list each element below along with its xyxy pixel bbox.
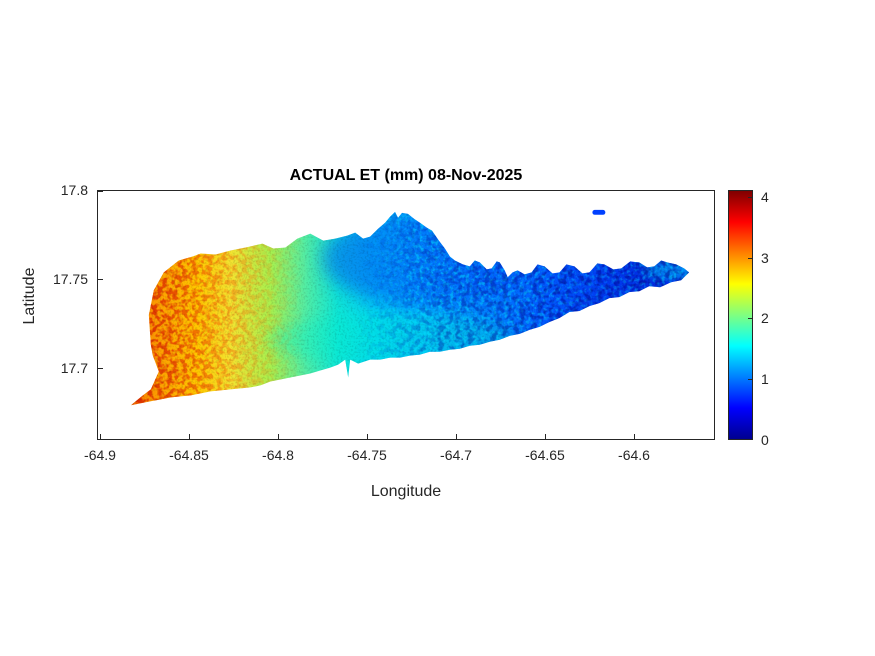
colorbar-tick-label: 1: [761, 371, 769, 387]
x-tick-label: -64.8: [262, 447, 294, 463]
colorbar-tick-label: 0: [761, 432, 769, 448]
x-tick-label: -64.6: [618, 447, 650, 463]
x-axis-label: Longitude: [370, 483, 442, 500]
y-tick-label: 17.7: [60, 360, 88, 376]
x-tick-mark: [189, 434, 190, 439]
plot-area: [97, 190, 715, 440]
y-tick-mark: [98, 191, 103, 192]
y-tick-mark: [98, 279, 103, 280]
x-tick-mark: [278, 434, 279, 439]
y-tick-mark: [98, 368, 103, 369]
y-tick-label: 17.8: [60, 182, 88, 198]
colorbar-tick-label: 4: [761, 189, 769, 205]
x-tick-mark: [634, 434, 635, 439]
x-tick-mark: [545, 434, 546, 439]
x-tick-mark: [100, 434, 101, 439]
et-heatmap-svg: [130, 209, 690, 406]
colorbar-tick-label: 3: [761, 250, 769, 266]
x-tick-label: -64.75: [347, 447, 387, 463]
x-tick-label: -64.85: [169, 447, 209, 463]
colorbar: [728, 190, 753, 440]
colorbar-tick-mark: [748, 318, 752, 319]
y-tick-label: 17.75: [52, 271, 88, 287]
x-tick-mark: [367, 434, 368, 439]
x-tick-label: -64.9: [84, 447, 116, 463]
x-tick-label: -64.65: [525, 447, 565, 463]
colorbar-tick-label: 2: [761, 310, 769, 326]
colorbar-tick-mark: [748, 379, 752, 380]
heatmap-texture-layers: [130, 211, 690, 406]
colorbar-tick-mark: [748, 258, 752, 259]
islet-shape: [592, 209, 606, 215]
colorbar-tick-mark: [748, 197, 752, 198]
chart-title: ACTUAL ET (mm) 08-Nov-2025: [289, 167, 523, 184]
x-tick-label: -64.7: [440, 447, 472, 463]
x-tick-mark: [456, 434, 457, 439]
